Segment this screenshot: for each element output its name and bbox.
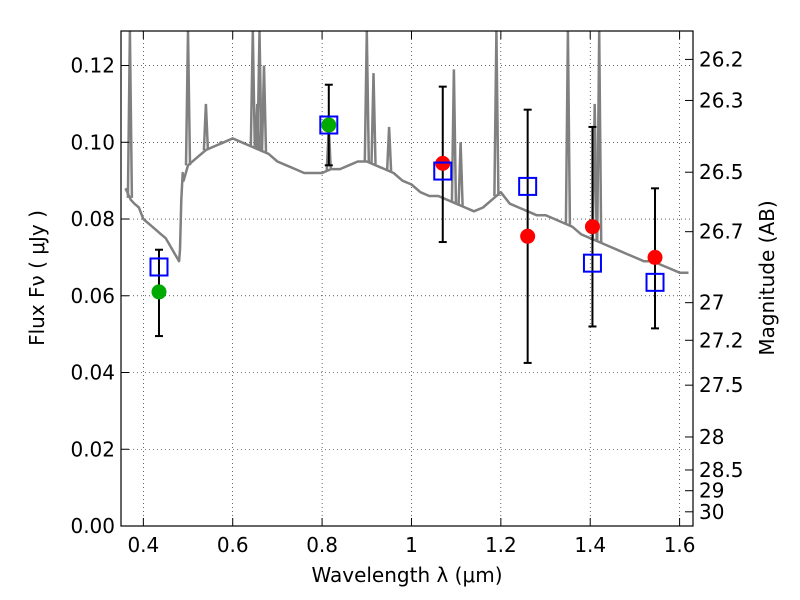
model-spectrum-line: [124, 137, 689, 274]
emission-line-spike: [249, 31, 257, 148]
emission-line-spike: [184, 31, 192, 166]
model-flux-square: [433, 161, 453, 181]
y-axis-label: Flux Fν ( μJy ): [25, 210, 49, 346]
model-flux-square: [645, 272, 665, 292]
measured-flux-point: [647, 249, 663, 265]
measured-flux-point: [321, 117, 337, 133]
y2-tick-label: 27: [699, 291, 724, 315]
x-tick-label: 0.8: [306, 533, 338, 557]
y2-tick-label: 27.2: [699, 328, 744, 352]
emission-line-spike: [256, 31, 263, 151]
y-tick-label: 0.12: [70, 54, 115, 78]
y-tick-label: 0.02: [70, 437, 115, 461]
x-tick-label: 1.2: [485, 533, 517, 557]
emission-line-spike: [218, 140, 225, 145]
emission-line-spike: [564, 31, 572, 225]
measured-flux-point: [520, 228, 536, 244]
axis-ticks: [121, 31, 693, 527]
y-tick-label: 0.00: [70, 514, 115, 538]
measured-flux-point: [151, 284, 167, 300]
y2-tick-label: 26.2: [699, 47, 744, 71]
emission-line-spike: [493, 31, 500, 197]
y2-tick-label: 26.3: [699, 88, 744, 112]
measured-flux-point: [584, 219, 600, 235]
emission-line-spike: [450, 69, 458, 203]
emission-line-spike: [595, 31, 603, 243]
y2-tick-label: 30: [699, 500, 724, 524]
emission-line-spike: [363, 31, 371, 162]
x-tick-labels: 0.4 0.6 0.8 1 1.2 1.4 1.6: [127, 533, 695, 557]
y2-tick-label: 28.5: [699, 458, 744, 482]
x-tick-label: 1.6: [664, 533, 696, 557]
plot-frame: [120, 30, 694, 527]
y2-tick-label: 26.7: [699, 220, 744, 244]
y-tick-label: 0.08: [70, 207, 115, 231]
y-tick-label: 0.06: [70, 284, 115, 308]
emission-line-spike: [370, 73, 377, 165]
model-flux-square: [518, 176, 538, 196]
emission-line-spike: [202, 103, 210, 151]
emission-line-spike: [260, 65, 268, 152]
y-tick-label: 0.10: [70, 130, 115, 154]
y2-tick-label: 27.5: [699, 373, 744, 397]
y2-tick-label: 29: [699, 479, 724, 503]
y-tick-label: 0.04: [70, 361, 115, 385]
x-tick-label: 1.4: [574, 533, 606, 557]
y2-tick-label: 26.5: [699, 160, 744, 184]
model-flux-square: [582, 253, 602, 273]
emission-line-spike: [385, 126, 393, 172]
x-tick-label: 0.6: [217, 533, 249, 557]
y2-axis-label: Magnitude (AB): [755, 200, 779, 355]
plot-area: [124, 31, 689, 364]
x-tick-label: 0.4: [127, 533, 159, 557]
y-tick-labels: 0.00 0.02 0.04 0.06 0.08 0.10 0.12: [70, 54, 115, 538]
y2-tick-label: 28: [699, 425, 724, 449]
x-axis-label: Wavelength λ (μm): [311, 563, 502, 587]
x-tick-label: 1: [405, 533, 418, 557]
model-flux-square: [319, 115, 339, 135]
emission-line-spike: [457, 142, 464, 206]
model-flux-square: [149, 257, 169, 277]
